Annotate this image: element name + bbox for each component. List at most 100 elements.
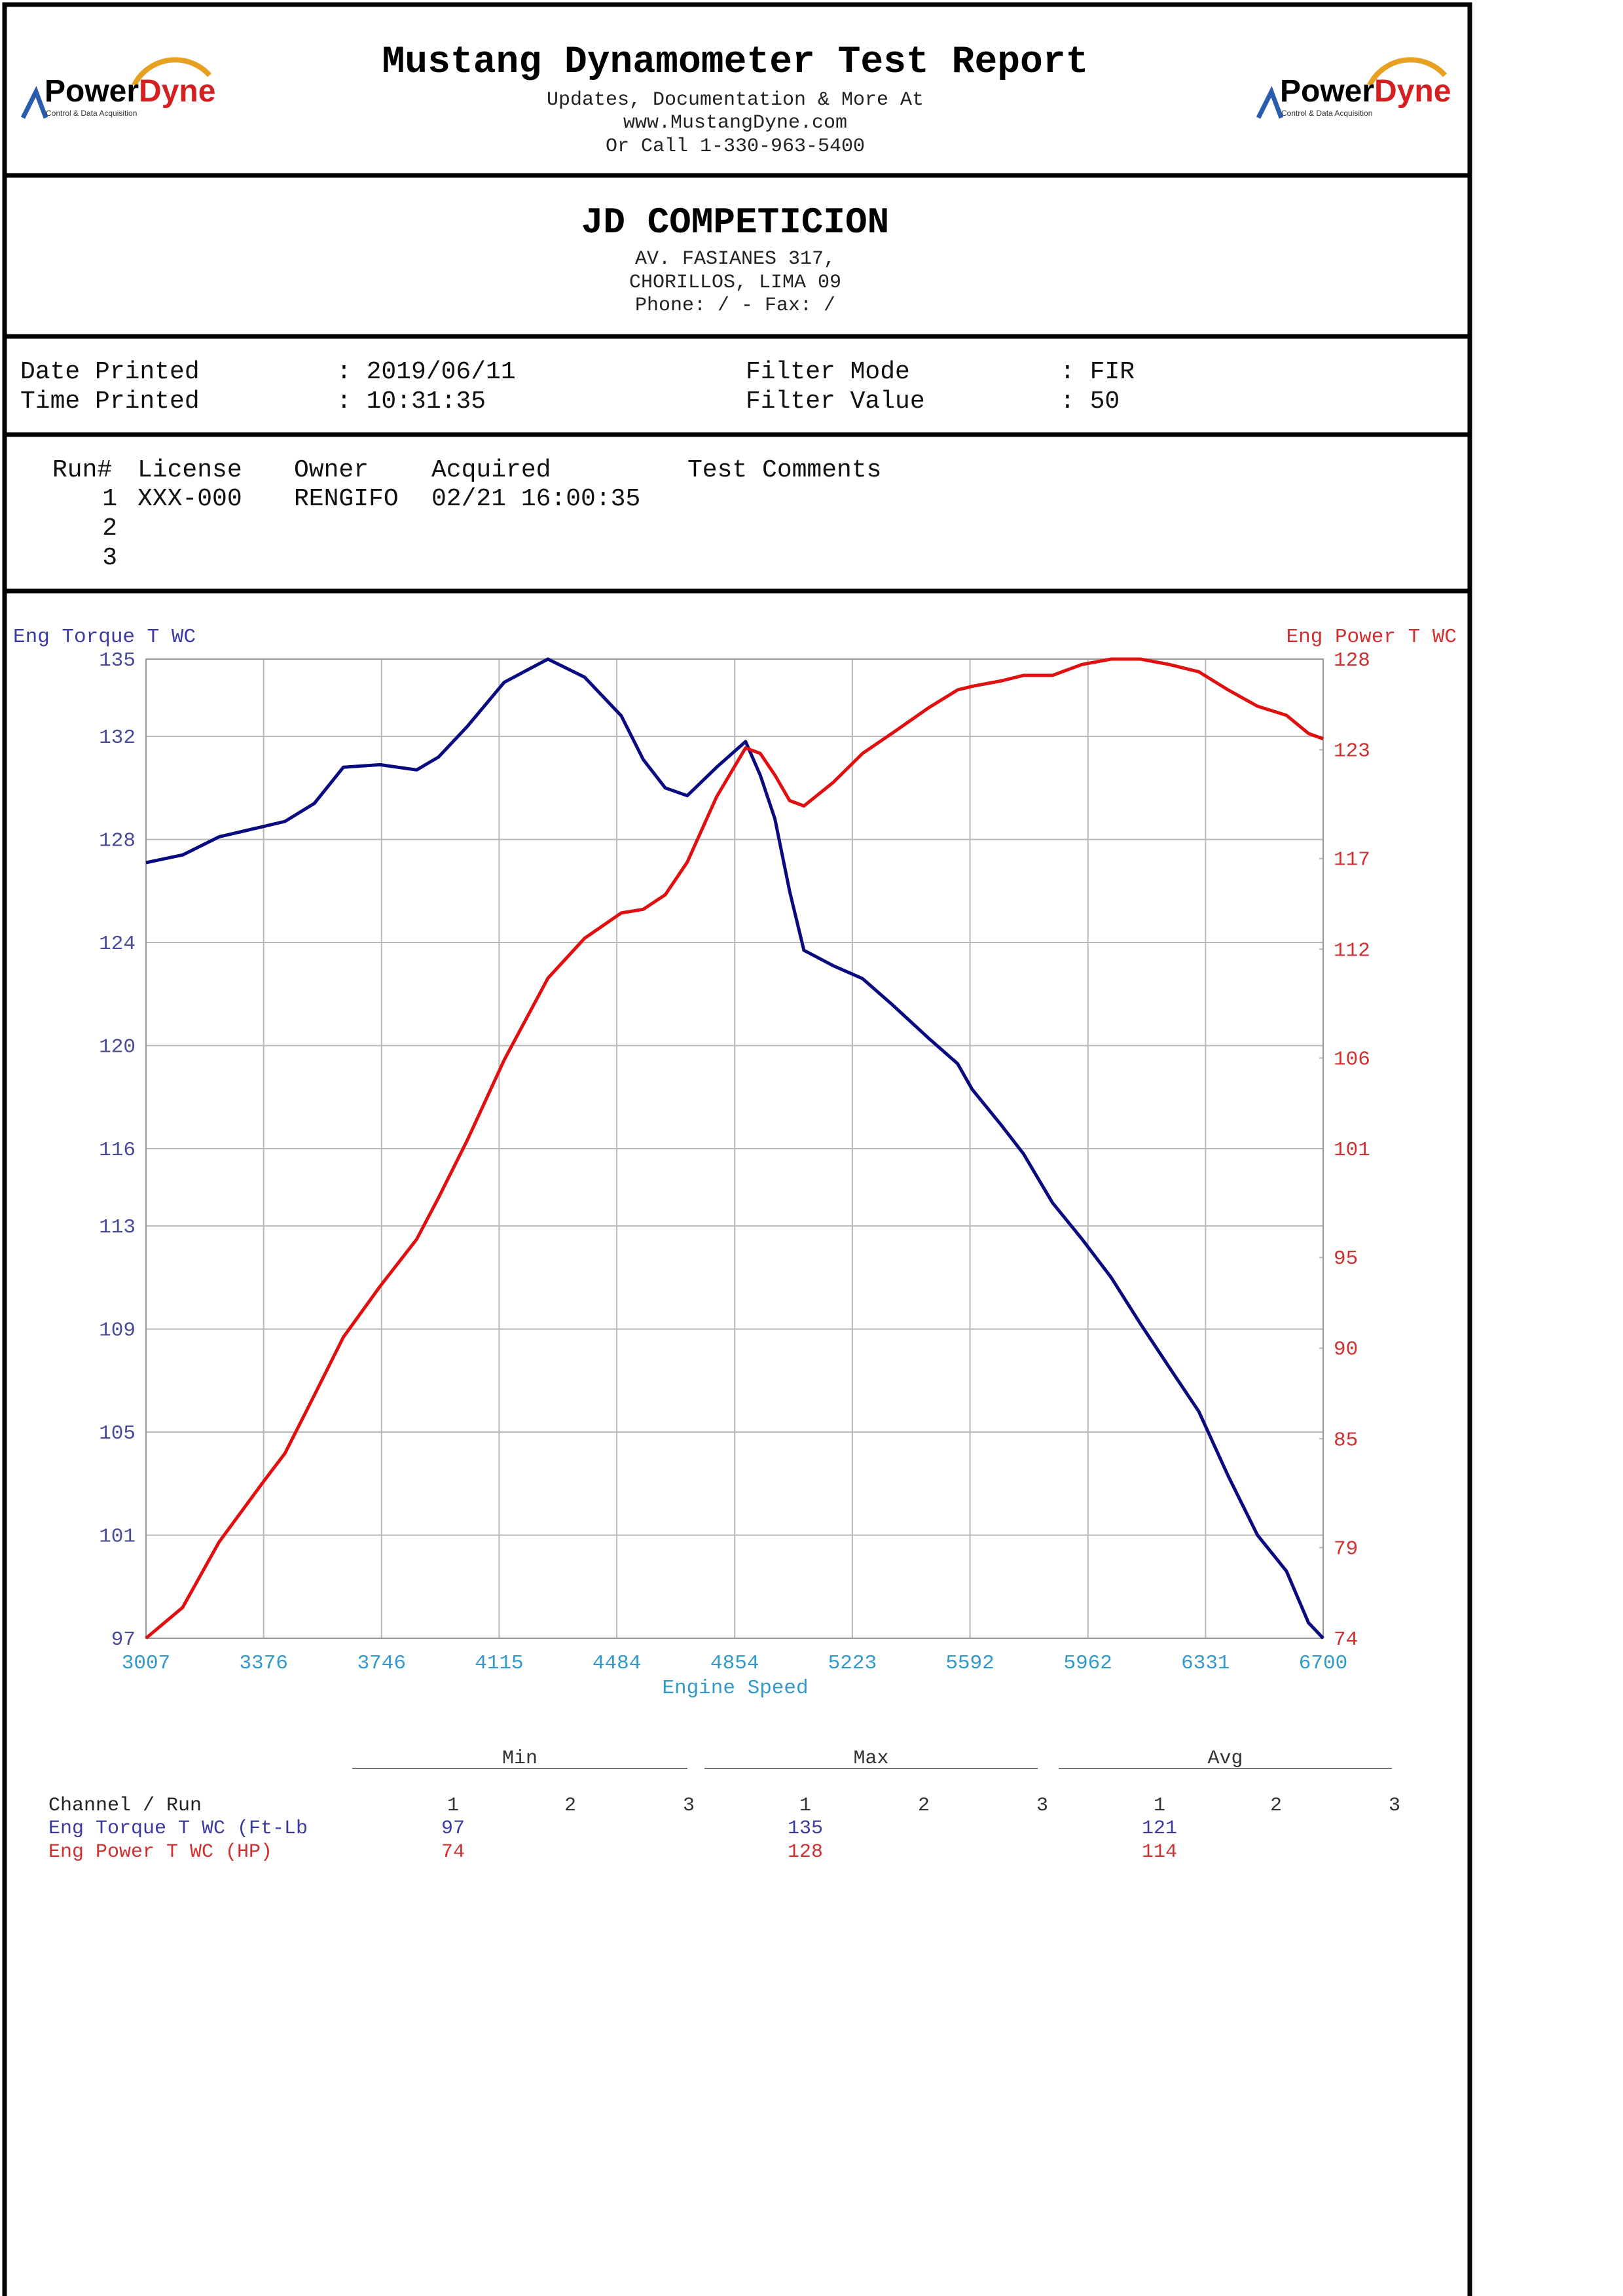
- runs-header: Owner: [294, 456, 369, 484]
- run-number: 3: [102, 544, 117, 572]
- stats-value: 128: [788, 1841, 823, 1863]
- run-number: 2: [102, 514, 117, 543]
- y2-tick-label: 123: [1334, 740, 1370, 763]
- header-line: www.MustangDyne.com: [623, 112, 847, 134]
- header-line: Updates, Documentation & More At: [547, 89, 924, 111]
- logo-arc: [132, 57, 211, 86]
- x-axis-label: Engine Speed: [662, 1677, 808, 1700]
- runs-header: License: [137, 456, 242, 484]
- logo-dyne: Dyne: [139, 74, 215, 109]
- x-tick-label: 4854: [710, 1652, 759, 1675]
- stats-run: 2: [564, 1795, 576, 1817]
- run-license: XXX-000: [137, 485, 242, 513]
- shop-line: AV. FASIANES 317,: [635, 248, 835, 270]
- runs-header: Run#: [52, 456, 112, 484]
- y-tick-label: 124: [99, 933, 136, 956]
- x-tick-label: 4484: [593, 1652, 641, 1675]
- stats-value: 97: [441, 1818, 465, 1840]
- x-tick-label: 3376: [239, 1652, 287, 1675]
- stats-group: Min: [502, 1748, 538, 1770]
- stats-value: 114: [1142, 1841, 1177, 1863]
- stats-group: Avg: [1207, 1748, 1243, 1770]
- logo-tagline: Control & Data Acquisition: [46, 109, 137, 118]
- stats-channel-header: Channel / Run: [48, 1795, 202, 1817]
- run-owner: RENGIFO: [294, 485, 399, 513]
- shop-line: CHORILLOS, LIMA 09: [629, 272, 841, 294]
- info-label: Date Printed: [20, 358, 200, 386]
- x-tick-label: 3746: [357, 1652, 406, 1675]
- info-value: : 2019/06/11: [337, 358, 516, 386]
- stats-run: 2: [918, 1795, 930, 1817]
- info-value: : 50: [1060, 387, 1120, 416]
- logo-text: PowerDyne: [45, 74, 215, 109]
- logo-mark: [20, 86, 48, 119]
- y2-tick-label: 90: [1334, 1338, 1358, 1361]
- border: [2, 2, 1472, 2296]
- run-acquired: 02/21 16:00:35: [431, 485, 640, 513]
- y2-axis-label: Eng Power T WC: [1286, 626, 1457, 649]
- y2-tick-label: 95: [1334, 1247, 1358, 1270]
- x-tick-label: 3007: [122, 1652, 170, 1675]
- logo-dyne: Dyne: [1374, 74, 1451, 109]
- stats-run: 1: [1154, 1795, 1165, 1817]
- x-tick-label: 4115: [475, 1652, 523, 1675]
- y-tick-label: 120: [99, 1036, 136, 1059]
- y-tick-label: 97: [111, 1628, 136, 1651]
- x-tick-label: 6331: [1181, 1652, 1230, 1675]
- info-label: Filter Value: [746, 387, 925, 416]
- y-tick-label: 109: [99, 1319, 136, 1342]
- y-tick-label: 128: [99, 830, 136, 853]
- stats-channel: Eng Power T WC (HP): [48, 1841, 272, 1863]
- shop-line: Phone: / - Fax: /: [635, 295, 835, 317]
- stats-value: 121: [1142, 1818, 1177, 1840]
- logo-right: PowerDyne Control & Data Acquisition: [1256, 57, 1451, 119]
- y-tick-label: 132: [99, 726, 136, 749]
- plot-frame: [145, 658, 1324, 1639]
- logo-left: PowerDyne Control & Data Acquisition: [20, 57, 215, 119]
- header-line: Or Call 1-330-963-5400: [606, 135, 865, 158]
- y-tick-label: 101: [99, 1526, 136, 1549]
- run-number: 1: [102, 485, 117, 513]
- info-value: : FIR: [1060, 358, 1135, 386]
- shop-name: JD COMPETICION: [581, 202, 889, 243]
- y2-tick-label: 101: [1334, 1139, 1370, 1162]
- info-label: Filter Mode: [746, 358, 910, 386]
- y2-tick-label: 112: [1334, 939, 1370, 962]
- logo-tagline: Control & Data Acquisition: [1281, 109, 1372, 118]
- stats-group: Max: [853, 1748, 888, 1770]
- runs-header: Acquired: [431, 456, 551, 484]
- y2-tick-label: 117: [1334, 849, 1370, 872]
- y2-tick-label: 79: [1334, 1537, 1358, 1560]
- logo-mark: [1256, 86, 1284, 119]
- y-tick-label: 113: [99, 1216, 136, 1239]
- x-tick-label: 6700: [1299, 1652, 1347, 1675]
- stats-run: 3: [1036, 1795, 1048, 1817]
- x-tick-label: 5962: [1063, 1652, 1112, 1675]
- x-tick-label: 5592: [945, 1652, 994, 1675]
- stats-run: 1: [447, 1795, 459, 1817]
- y2-tick-label: 106: [1334, 1048, 1370, 1071]
- runs-header: Test Comments: [687, 456, 881, 484]
- stats-run: 2: [1270, 1795, 1282, 1817]
- logo-arc: [1367, 57, 1447, 86]
- logo-power: Power: [1280, 74, 1374, 109]
- series-line: [145, 657, 1324, 1640]
- y-tick-label: 105: [99, 1422, 136, 1445]
- info-value: : 10:31:35: [337, 387, 486, 416]
- report-title: Mustang Dynamometer Test Report: [382, 41, 1089, 84]
- y2-tick-label: 85: [1334, 1429, 1358, 1452]
- stats-run: 1: [799, 1795, 811, 1817]
- series-line: [145, 657, 1324, 1640]
- stats-value: 74: [441, 1841, 465, 1863]
- stats-value: 135: [788, 1818, 823, 1840]
- info-label: Time Printed: [20, 387, 200, 416]
- y2-tick-label: 128: [1334, 649, 1370, 672]
- y2-tick-label: 74: [1334, 1628, 1358, 1651]
- y-axis-label: Eng Torque T WC: [13, 626, 196, 649]
- stats-run: 3: [683, 1795, 695, 1817]
- logo-text: PowerDyne: [1280, 74, 1451, 109]
- y-tick-label: 116: [99, 1139, 136, 1162]
- x-tick-label: 5223: [828, 1652, 877, 1675]
